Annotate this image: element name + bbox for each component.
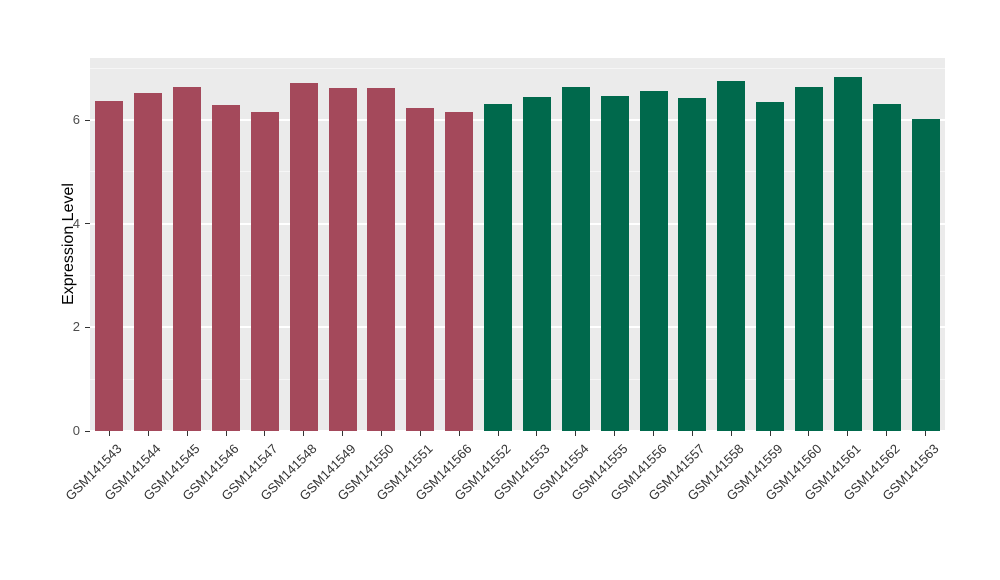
x-tick-mark — [886, 431, 888, 436]
gridline-minor — [90, 378, 945, 380]
bar — [212, 104, 240, 431]
x-tick-mark — [497, 431, 499, 436]
y-tick-mark — [85, 430, 90, 432]
bar — [250, 112, 279, 431]
y-tick-label: 2 — [72, 319, 80, 335]
y-tick-label: 0 — [72, 423, 80, 438]
gridline-minor — [90, 171, 945, 173]
bar — [872, 103, 901, 431]
bar — [911, 119, 940, 431]
x-tick-mark — [575, 431, 577, 436]
x-tick-mark — [342, 431, 344, 436]
y-tick-mark — [85, 326, 90, 328]
bar — [406, 107, 435, 431]
x-tick-mark — [225, 431, 227, 436]
plot-panel — [90, 58, 945, 432]
gridline-major — [90, 222, 945, 225]
x-tick-mark — [186, 431, 188, 436]
x-tick-mark — [847, 431, 849, 436]
y-tick-mark — [85, 223, 90, 225]
bar — [328, 88, 357, 431]
x-tick-mark — [380, 431, 382, 436]
x-tick-mark — [925, 431, 927, 436]
x-tick-mark — [808, 431, 810, 436]
bar — [833, 77, 862, 431]
bar — [561, 86, 590, 431]
bar — [794, 86, 823, 431]
bar — [522, 96, 551, 431]
bar — [95, 101, 124, 431]
x-tick-mark — [458, 431, 460, 436]
y-tick-label: 6 — [72, 112, 80, 128]
bar — [173, 86, 202, 431]
gridline-major — [90, 326, 945, 329]
bar — [600, 95, 629, 431]
x-tick-mark — [147, 431, 149, 436]
bar — [756, 101, 785, 431]
x-tick-mark — [730, 431, 732, 436]
bar — [289, 82, 318, 431]
x-tick-mark — [653, 431, 655, 436]
gridline-major — [90, 430, 945, 432]
gridline-major — [90, 119, 945, 122]
x-tick-mark — [536, 431, 538, 436]
bar — [367, 87, 396, 431]
y-tick-mark — [85, 119, 90, 121]
x-tick-mark — [419, 431, 421, 436]
bar — [484, 103, 513, 431]
bar — [717, 81, 746, 431]
y-tick-label: 4 — [72, 215, 80, 231]
bar — [445, 111, 474, 431]
bar — [134, 93, 163, 431]
gridline-minor — [90, 67, 945, 69]
x-tick-mark — [769, 431, 771, 436]
bar — [678, 98, 707, 431]
bar — [639, 90, 668, 431]
x-tick-mark — [691, 431, 693, 436]
x-tick-mark — [303, 431, 305, 436]
x-tick-mark — [264, 431, 266, 436]
x-tick-mark — [108, 431, 110, 436]
y-axis-title: Expression Level — [59, 183, 77, 305]
gridline-minor — [90, 275, 945, 277]
x-tick-mark — [614, 431, 616, 436]
